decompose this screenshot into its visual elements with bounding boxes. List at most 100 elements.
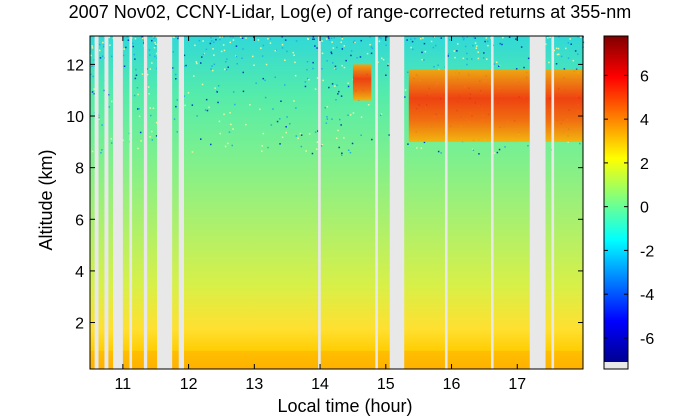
noise-speck: [557, 47, 560, 50]
noise-speck: [324, 107, 326, 109]
noise-speck: [341, 38, 344, 40]
noise-speck: [155, 121, 158, 124]
noise-speck: [259, 108, 261, 111]
noise-speck: [320, 145, 323, 147]
noise-speck: [433, 66, 435, 68]
noise-speck: [580, 36, 582, 38]
noise-speck: [340, 124, 342, 126]
noise-speck: [245, 123, 247, 126]
noise-speck: [421, 58, 423, 61]
noise-speck: [91, 47, 94, 49]
noise-speck: [347, 85, 350, 88]
noise-speck: [316, 141, 319, 143]
noise-speck: [306, 69, 308, 71]
page-title: 2007 Nov02, CCNY-Lidar, Log(e) of range-…: [68, 2, 632, 22]
noise-speck: [304, 85, 307, 88]
noise-speck: [205, 98, 208, 101]
noise-speck: [217, 85, 220, 87]
noise-speck: [341, 48, 344, 50]
y-axis: 2 4 6 8 10 12: [66, 57, 583, 333]
noise-speck: [553, 49, 555, 52]
y-axis-label: Altitude (km): [36, 149, 56, 250]
noise-speck: [330, 37, 333, 39]
noise-speck: [289, 123, 291, 125]
noise-speck: [343, 137, 345, 139]
noise-speck: [223, 49, 226, 52]
noise-speck: [270, 124, 273, 126]
noise-speck: [196, 62, 198, 65]
noise-speck: [474, 37, 476, 39]
noise-speck: [260, 47, 262, 49]
noise-speck: [185, 64, 187, 67]
data-gap: [490, 36, 494, 369]
noise-speck: [307, 37, 309, 40]
noise-speck: [98, 118, 100, 120]
noise-speck: [313, 38, 315, 40]
noise-speck: [333, 37, 335, 39]
noise-speck: [308, 133, 311, 135]
noise-speck: [230, 123, 232, 126]
noise-speck: [284, 39, 287, 41]
noise-speck: [219, 132, 221, 135]
noise-speck: [464, 45, 467, 48]
noise-speck: [200, 62, 202, 64]
noise-speck: [227, 142, 229, 145]
noise-speck: [211, 65, 213, 67]
noise-speck: [432, 36, 435, 38]
noise-speck: [141, 36, 143, 38]
noise-speck: [218, 120, 221, 123]
noise-speck: [332, 62, 334, 64]
noise-speck: [312, 36, 315, 38]
noise-speck: [225, 61, 227, 63]
noise-speck: [360, 39, 362, 42]
noise-speck: [321, 144, 324, 146]
noise-speck: [122, 139, 124, 142]
noise-speck: [432, 46, 435, 49]
noise-speck: [371, 138, 373, 141]
noise-speck: [307, 77, 309, 80]
noise-speck: [279, 118, 281, 120]
noise-speck: [325, 122, 328, 124]
noise-speck: [219, 38, 221, 41]
noise-speck: [520, 46, 523, 48]
noise-speck: [466, 52, 468, 55]
noise-speck: [232, 128, 234, 130]
noise-speck: [267, 38, 269, 40]
data-gap: [94, 36, 99, 369]
noise-speck: [317, 130, 319, 132]
noise-speck: [558, 36, 560, 38]
noise-speck: [547, 37, 549, 39]
data-gap: [178, 36, 184, 369]
noise-speck: [299, 132, 302, 135]
noise-speck: [279, 143, 281, 145]
noise-speck: [421, 51, 423, 54]
noise-speck: [337, 93, 339, 95]
x-tick-label: 12: [180, 376, 198, 393]
noise-speck: [193, 75, 195, 77]
x-axis: 11 12 13 14 15 16 17: [115, 36, 526, 393]
noise-speck: [151, 130, 153, 133]
noise-speck: [242, 90, 245, 93]
noise-speck: [242, 71, 244, 74]
noise-speck: [423, 141, 426, 144]
noise-speck: [381, 57, 383, 60]
y-tick-label: 12: [66, 57, 84, 74]
noise-speck: [353, 40, 356, 42]
noise-speck: [108, 36, 110, 39]
noise-speck: [156, 67, 158, 70]
noise-speck: [137, 147, 139, 150]
noise-speck: [370, 46, 373, 48]
noise-speck: [316, 47, 318, 49]
noise-speck: [224, 68, 226, 71]
noise-speck: [347, 82, 349, 84]
noise-speck: [176, 131, 178, 133]
noise-speck: [213, 41, 215, 44]
noise-speck: [483, 52, 485, 54]
noise-speck: [305, 150, 307, 152]
noise-speck: [330, 51, 332, 53]
noise-speck: [311, 152, 314, 155]
noise-speck: [496, 151, 499, 154]
noise-speck: [139, 131, 142, 134]
noise-speck: [286, 50, 288, 53]
